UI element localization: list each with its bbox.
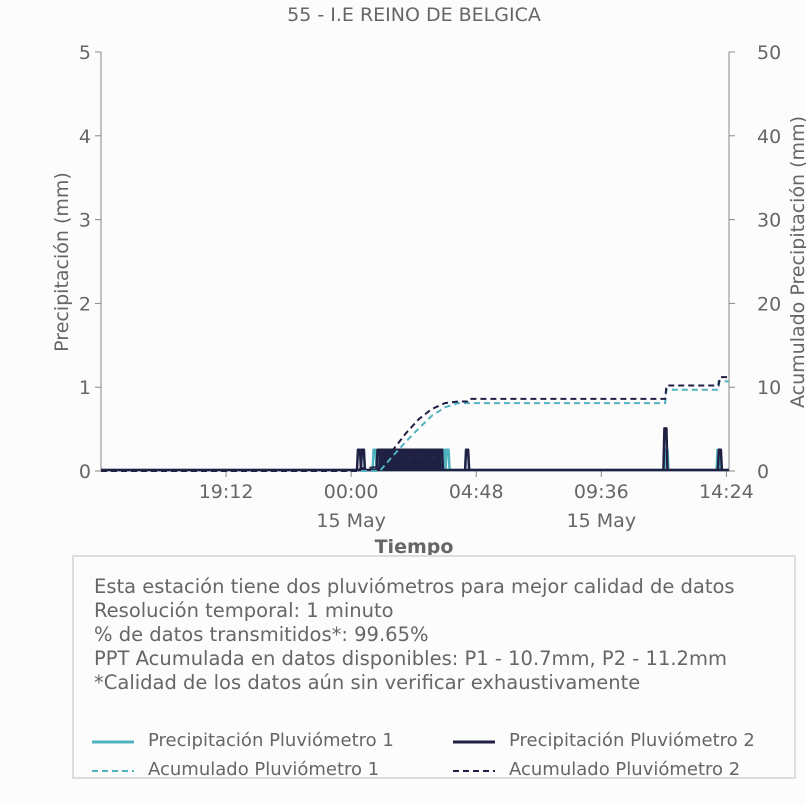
y-axis-left-label: Precipitación (mm) (51, 172, 73, 352)
legend-label: Precipitación Pluviómetro 2 (509, 730, 755, 751)
x-tick-label: 04:48 (449, 481, 504, 503)
legend-label: Acumulado Pluviómetro 1 (148, 759, 380, 780)
chart-title: 55 - I.E REINO DE BELGICA (287, 4, 541, 26)
x-tick-label: 14:24 (699, 481, 754, 503)
chart: 55 - I.E REINO DE BELGICA Precipitación … (51, 4, 806, 558)
y-tick-label-left: 0 (79, 461, 91, 483)
precip-spike-precipitacion-pluviometro-2 (463, 448, 471, 471)
y-tick-label-right: 40 (757, 126, 781, 148)
info-line: Esta estación tiene dos pluviómetros par… (94, 575, 735, 598)
precip-spike-precipitacion-pluviometro-2 (437, 448, 445, 471)
legend-swatch-dashed-p2 (453, 770, 495, 772)
precip-spike-precipitacion-pluviometro-2 (716, 448, 724, 471)
legend-swatch-solid-p1 (92, 740, 134, 744)
info-line: *Calidad de los datos aún sin verificar … (94, 671, 641, 694)
legend-swatch-solid-p2 (453, 740, 495, 744)
legend-label: Acumulado Pluviómetro 2 (509, 759, 741, 780)
y-tick-label-left: 2 (79, 293, 91, 315)
y-tick-label-right: 0 (757, 461, 769, 483)
y-axis-right-label: Acumulado Precipitación (mm) (787, 116, 806, 408)
info-line: Resolución temporal: 1 minuto (94, 599, 394, 622)
y-tick-label-right: 50 (757, 42, 781, 64)
info-line: PPT Acumulada en datos disponibles: P1 -… (94, 647, 727, 670)
y-tick-label-right: 30 (757, 210, 781, 232)
info-legend-box: Esta estación tiene dos pluviómetros par… (72, 555, 796, 780)
x-axis-label: Tiempo (375, 536, 454, 558)
y-tick-label-left: 5 (79, 42, 91, 64)
accum-line-acumulado-pluviometro-2 (101, 376, 729, 472)
legend-label: Precipitación Pluviómetro 1 (148, 730, 394, 751)
y-tick-label-left: 1 (79, 377, 91, 399)
y-tick-label-left: 3 (79, 210, 91, 232)
accum-line-acumulado-pluviometro-1 (101, 380, 729, 472)
precip-spike-precipitacion-pluviometro-1 (444, 448, 451, 471)
legend-swatch-dashed-p1 (92, 770, 134, 772)
x-tick-sublabel: 15 May (316, 510, 386, 532)
precip-spike-precipitacion-pluviometro-2 (359, 448, 367, 471)
y-tick-label-right: 20 (757, 293, 781, 315)
x-tick-label: 00:00 (324, 481, 379, 503)
y-tick-label-left: 4 (79, 126, 91, 148)
y-tick-label-right: 10 (757, 377, 781, 399)
x-tick-label: 09:36 (574, 481, 629, 503)
x-tick-sublabel: 15 May (567, 510, 637, 532)
precip-spike-precipitacion-pluviometro-2 (662, 427, 669, 471)
x-tick-label: 19:12 (199, 481, 254, 503)
info-line: % de datos transmitidos*: 99.65% (94, 623, 429, 646)
